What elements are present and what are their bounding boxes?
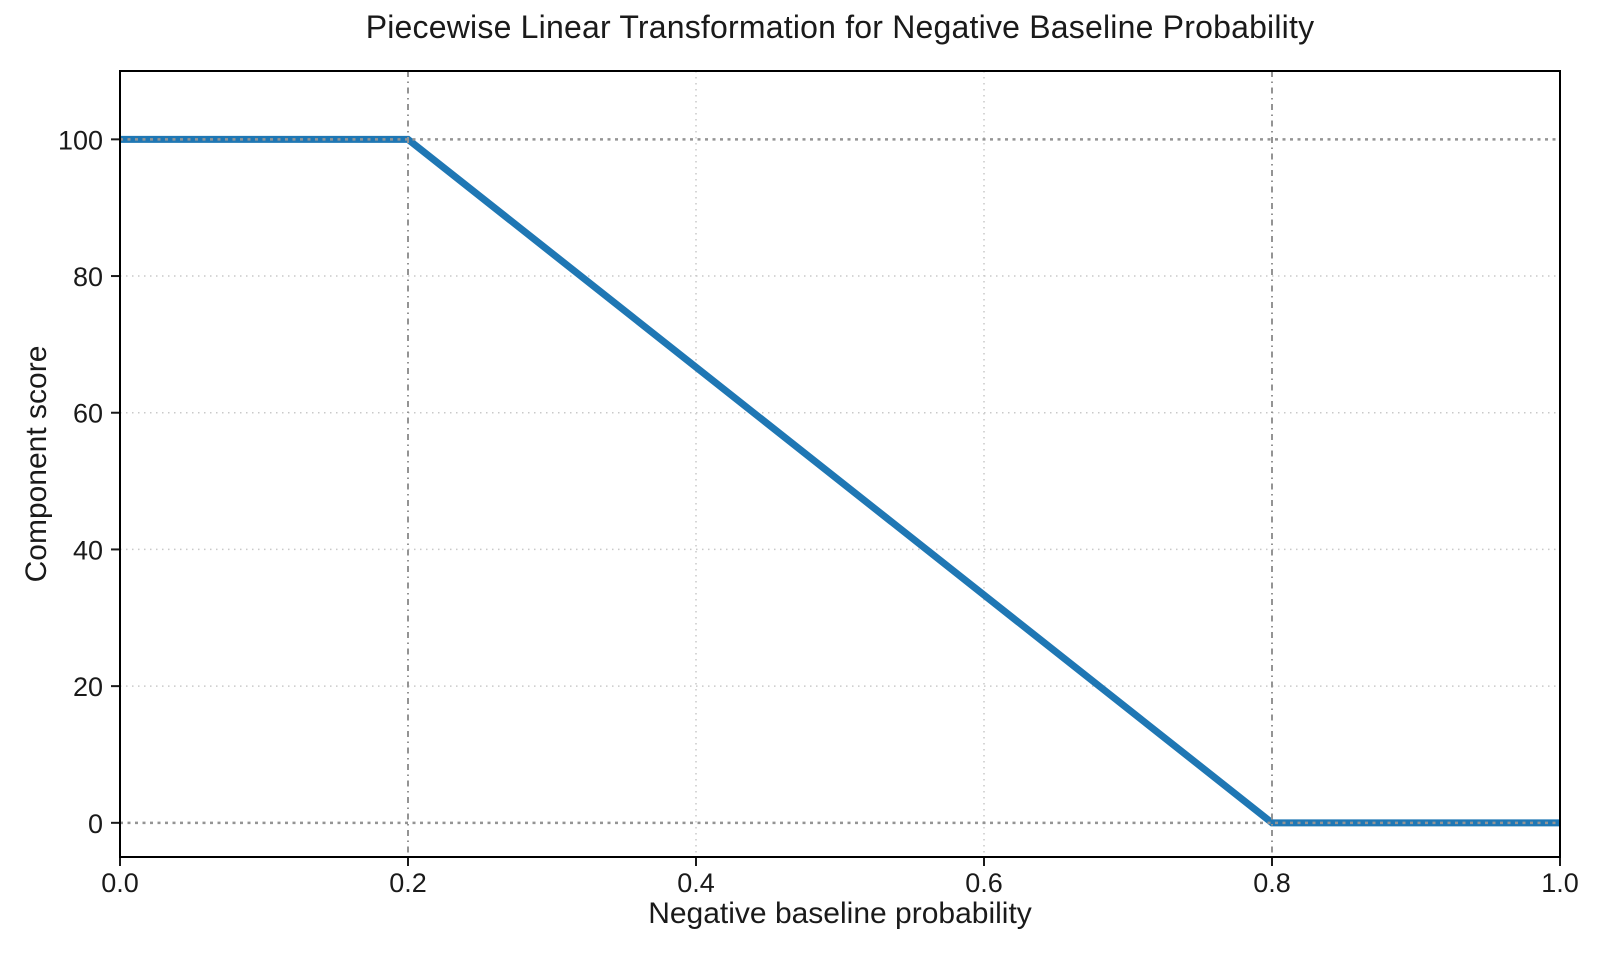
x-axis-label: Negative baseline probability <box>648 897 1032 930</box>
x-tick-label: 1.0 <box>1541 868 1579 898</box>
y-tick-label: 0 <box>88 809 103 839</box>
x-tick-label: 0.0 <box>101 868 139 898</box>
chart-title: Piecewise Linear Transformation for Nega… <box>365 9 1315 45</box>
series-line-component-score <box>120 135 1560 827</box>
x-tick-label: 0.4 <box>677 868 715 898</box>
y-tick-label: 80 <box>73 262 103 292</box>
x-tick-label: 0.8 <box>1253 868 1291 898</box>
y-tick-label: 60 <box>73 399 103 429</box>
y-tick-label: 100 <box>58 125 103 155</box>
plot-border <box>119 70 1561 858</box>
y-tick-label: 40 <box>73 535 103 565</box>
x-tick-label: 0.2 <box>389 868 427 898</box>
y-tick-label: 20 <box>73 672 103 702</box>
x-tick-label: 0.6 <box>965 868 1003 898</box>
